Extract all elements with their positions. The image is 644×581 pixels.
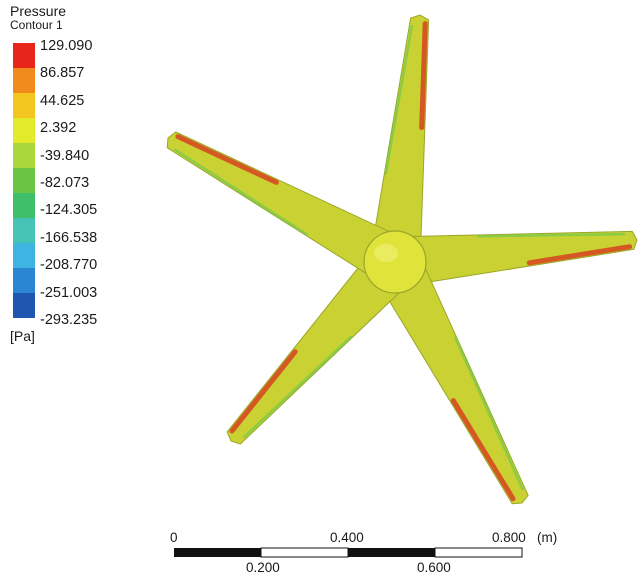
- legend-level-label: -293.235: [40, 312, 98, 328]
- legend-level-label: -124.305: [40, 202, 98, 219]
- high-pressure-region: [526, 244, 633, 266]
- legend-level-label: 2.392: [40, 120, 77, 137]
- high-pressure-region: [229, 349, 298, 434]
- legend-level-label: 129.090: [40, 38, 93, 54]
- scale-label-0-600: 0.600: [417, 560, 451, 575]
- low-pressure-region: [476, 232, 626, 238]
- high-pressure-region: [175, 134, 279, 185]
- legend-unit: [Pa]: [10, 328, 35, 344]
- scale-segment-1: [174, 548, 261, 557]
- legend-swatch: [13, 143, 35, 168]
- legend-swatch: [13, 168, 35, 193]
- scale-segment-3: [348, 548, 435, 557]
- legend-swatch: [13, 193, 35, 218]
- low-pressure-region: [173, 148, 309, 236]
- hub-highlight: [374, 244, 398, 262]
- low-pressure-region: [454, 336, 524, 491]
- legend-level-label: 44.625: [40, 92, 85, 109]
- legend-swatch: [13, 243, 35, 268]
- scale-unit: (m): [537, 530, 558, 545]
- legend-swatch: [13, 293, 35, 318]
- legend-level-label: -208.770: [40, 257, 98, 274]
- scale-label-0-400: 0.400: [330, 530, 364, 545]
- high-pressure-region: [419, 21, 428, 130]
- high-pressure-region: [450, 398, 516, 502]
- legend-level-label: -166.538: [40, 229, 98, 246]
- legend-swatch: [13, 118, 35, 143]
- low-pressure-region: [243, 335, 353, 439]
- legend-color-bar: [13, 43, 35, 318]
- legend-swatch: [13, 268, 35, 293]
- legend-title: Pressure: [10, 3, 67, 19]
- legend-level-label: 86.857: [40, 65, 85, 82]
- scale-label-0: 0: [170, 530, 178, 545]
- legend-level-label: -39.840: [40, 147, 90, 164]
- low-pressure-region: [384, 24, 414, 175]
- legend-swatch: [13, 43, 35, 68]
- legend-level-label: -251.003: [40, 284, 98, 301]
- legend-swatch: [13, 68, 35, 93]
- scale-label-0-200: 0.200: [246, 560, 280, 575]
- legend-level-label: -82.073: [40, 175, 90, 191]
- scale-label-0-800: 0.800: [492, 530, 526, 545]
- scale-segment-2: [260, 547, 349, 558]
- legend-subtitle: Contour 1: [10, 18, 63, 32]
- scale-segment-4: [434, 547, 523, 558]
- legend-swatch: [13, 218, 35, 243]
- legend-swatch: [13, 93, 35, 118]
